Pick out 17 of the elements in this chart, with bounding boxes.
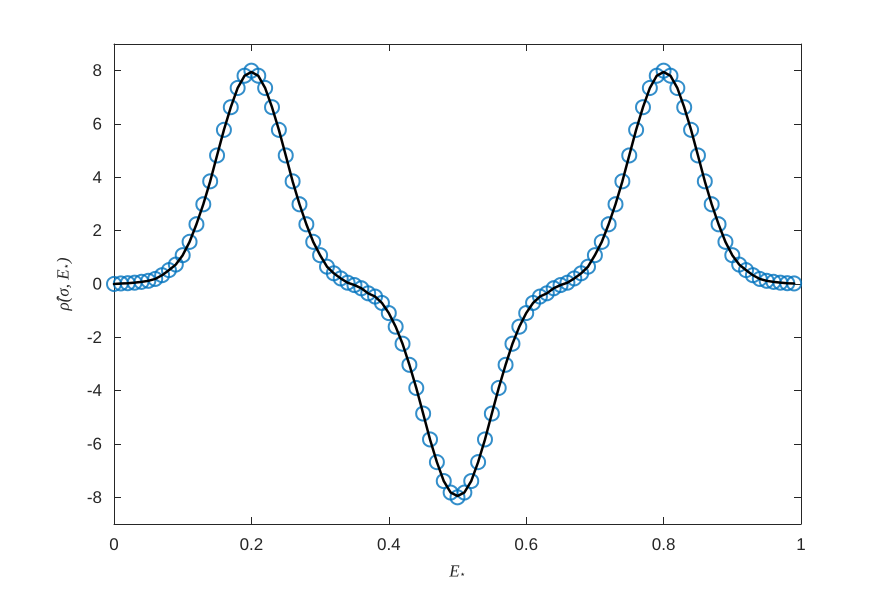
- y-tick-label: -2: [86, 328, 102, 347]
- x-tick-label: 0.2: [240, 535, 264, 554]
- x-axis-title: E⋆: [448, 562, 466, 580]
- x-tick-label: 0.4: [376, 535, 401, 554]
- x-tick-label: 1: [796, 535, 806, 554]
- x-tick-label: 0.6: [514, 535, 538, 554]
- y-tick-label: 4: [92, 168, 102, 187]
- x-tick-label: 0: [109, 535, 119, 554]
- y-tick-label: 0: [92, 274, 102, 294]
- y-tick-label: 6: [92, 114, 102, 134]
- x-tick-label: 0.8: [652, 535, 676, 554]
- y-tick-label: -4: [86, 381, 102, 400]
- y-tick-label: -6: [86, 434, 102, 454]
- y-tick-label: 2: [92, 221, 102, 240]
- y-tick-label: 8: [92, 61, 102, 80]
- y-tick-label: -8: [86, 488, 102, 507]
- y-axis-title: ρ̂(σ, E⋆): [54, 257, 72, 312]
